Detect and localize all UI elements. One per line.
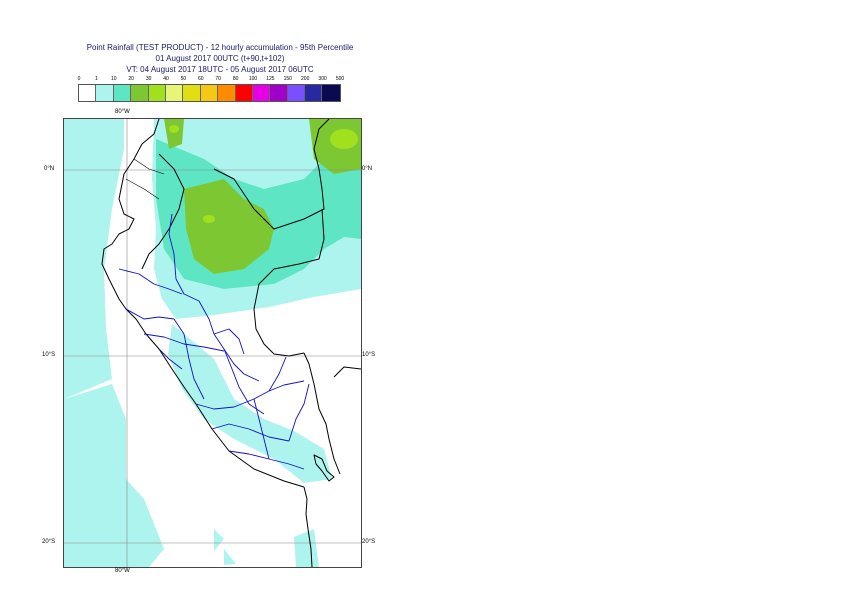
legend-swatch bbox=[322, 85, 340, 101]
legend-tick-label: 20 bbox=[128, 76, 134, 82]
legend-tick-label: 300 bbox=[318, 76, 327, 82]
legend-swatch bbox=[131, 85, 149, 101]
legend-swatch bbox=[305, 85, 323, 101]
legend-tick-labels: 0 1 10 20 30 40 50 60 70 80 100 125 150 200 300 500 bbox=[78, 76, 358, 85]
legend-tick-label: 10 bbox=[111, 76, 117, 82]
legend-swatch bbox=[270, 85, 288, 101]
legend-swatch bbox=[79, 85, 97, 101]
legend-tick-label: 200 bbox=[301, 76, 310, 82]
regional-borders bbox=[118, 213, 310, 470]
map-title: Point Rainfall (TEST PRODUCT) - 12 hourl… bbox=[40, 42, 400, 75]
legend-tick-label: 80 bbox=[232, 76, 239, 82]
legend-swatch bbox=[183, 85, 201, 101]
legend-tick-label: 60 bbox=[198, 76, 204, 82]
ecuador-regional-borders bbox=[125, 158, 165, 200]
legend-swatch bbox=[96, 85, 114, 101]
legend-tick-label: 40 bbox=[163, 76, 169, 82]
legend-swatch bbox=[200, 85, 219, 101]
country-borders bbox=[101, 119, 361, 567]
lat-0-right-label: 0°N bbox=[362, 166, 373, 172]
legend-tick-label: 500 bbox=[335, 76, 345, 82]
title-line-3: VT: 04 August 2017 18UTC - 05 August 201… bbox=[126, 65, 314, 74]
rainfall-map bbox=[64, 119, 361, 567]
lat-0-left-label: 0°N bbox=[44, 166, 55, 172]
title-line-1: Point Rainfall (TEST PRODUCT) - 12 hourl… bbox=[86, 43, 354, 52]
lat-20-left-label: 20°S bbox=[42, 539, 56, 545]
legend-swatch bbox=[165, 85, 184, 101]
lat-10-right-label: 10°S bbox=[362, 352, 376, 358]
legend-tick-label: 50 bbox=[180, 76, 187, 82]
legend-tick-label: 0 bbox=[77, 76, 81, 82]
title-line-2: 01 August 2017 00UTC (t+90,t+102) bbox=[155, 54, 285, 63]
legend-tick-label: 125 bbox=[266, 76, 275, 82]
legend-swatch bbox=[287, 85, 306, 101]
legend-swatch bbox=[218, 85, 236, 101]
legend-swatch bbox=[113, 85, 132, 101]
map-panel bbox=[63, 118, 362, 568]
lat-10-left-label: 10°S bbox=[42, 352, 56, 358]
rainfall-peak-field bbox=[169, 125, 358, 223]
legend-tick-label: 70 bbox=[215, 76, 221, 82]
legend-tick-label: 1 bbox=[95, 76, 98, 82]
legend-tick-label: 30 bbox=[145, 76, 152, 82]
legend-tick-label: 100 bbox=[248, 76, 258, 82]
lat-20-right-label: 20°S bbox=[362, 539, 376, 545]
legend-swatch bbox=[252, 85, 271, 101]
legend-swatch bbox=[235, 85, 253, 101]
top-longitude-label: 80°W bbox=[115, 109, 130, 115]
legend-tick-label: 150 bbox=[283, 76, 292, 82]
bottom-longitude-label: 80°W bbox=[115, 568, 130, 574]
graticule bbox=[64, 119, 361, 567]
legend-swatch bbox=[148, 85, 166, 101]
legend-color-bar bbox=[78, 84, 341, 102]
